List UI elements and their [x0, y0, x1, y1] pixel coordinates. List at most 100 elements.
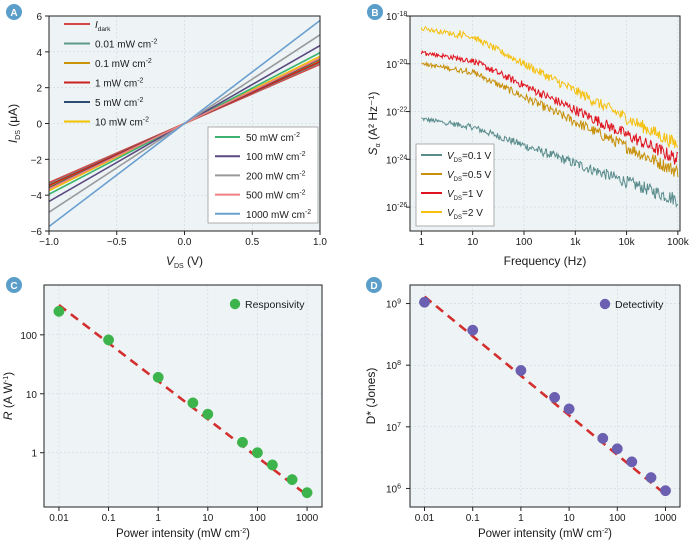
panel-b-ytick-label: 10-22 [386, 107, 407, 119]
panel-a-xtick-label: 0.5 [245, 237, 259, 248]
panel-a-badge [6, 4, 22, 20]
panel-d-point [660, 485, 671, 497]
panel-d-xtick-label: 0.1 [466, 513, 480, 524]
panel-c-label: C [10, 281, 17, 292]
panel-c-xtick-label: 1000 [296, 513, 319, 524]
panel-c-point [251, 447, 263, 459]
panel-b-ytick-label: 10-20 [386, 59, 407, 71]
panel-d-fit-line [423, 295, 667, 496]
panel-b-series-3 [420, 25, 679, 149]
panel-c-point [187, 397, 199, 409]
panel-c-point [286, 474, 298, 486]
panel-d-point [597, 432, 609, 444]
panel-c-point [103, 334, 115, 346]
panel-d-point [515, 365, 527, 376]
panel-c-ytick-label: 1 [31, 449, 37, 460]
panel-a-xlabel: VDS (V) [166, 254, 203, 270]
panel-c-xlabel: Power intensity (mW cm-2) [116, 528, 250, 540]
panel-d-point [626, 456, 638, 468]
panel-c-legend-marker [229, 298, 241, 310]
panel-a-legend-label: 1 mW cm-2 [95, 78, 144, 90]
panel-b-ytick-label: 10-24 [386, 154, 407, 166]
panel-d-xtick-label: 0.01 [415, 513, 435, 524]
panel-b-plot-frame [409, 15, 681, 232]
panel-c-xtick-label: 0.01 [49, 513, 69, 524]
panel-d-point [419, 296, 430, 308]
panel-d-ytick-label: 106 [386, 483, 401, 495]
panel-b-series-2 [420, 50, 679, 165]
panel-a-legend-label: 10 mW cm-2 [95, 117, 149, 129]
panel-a-ytick-label: −2 [31, 155, 43, 166]
panel-d-ytick-label: 109 [386, 299, 401, 311]
panel-a-plot-frame [48, 15, 321, 232]
panel-a-ytick-label: 0 [36, 120, 42, 131]
panel-c-xtick-label: 10 [202, 513, 214, 524]
panel-d-point [549, 391, 561, 403]
panel-d-ytick-label: 108 [386, 360, 401, 372]
panel-d-legend-label: Detectivity [615, 299, 664, 311]
panel-a-legend-label: 50 mW cm-2 [246, 132, 300, 144]
panel-c-badge [6, 277, 22, 293]
panel-c-plot-frame [43, 284, 323, 508]
panel-d-label: D [370, 281, 377, 292]
panel-c-legend-label: Responsivity [245, 299, 305, 311]
panel-c-point [301, 487, 313, 499]
panel-b-legend-label: VDS=2 V [447, 208, 483, 221]
panel-d-point [467, 324, 479, 336]
panel-a-xtick-label: −1.0 [39, 237, 59, 248]
panel-a-legend-label: 0.1 mW cm-2 [95, 58, 152, 70]
panel-d-xlabel: Power intensity (mW cm-2) [478, 528, 612, 540]
panel-d-point [611, 443, 623, 455]
panel-d-xtick-label: 1 [518, 513, 524, 524]
panel-b-xtick-label: 100k [667, 237, 690, 248]
panel-c-ylabel: R (A W-1) [1, 372, 15, 420]
panel-c-ytick-label: 10 [26, 390, 38, 401]
panel-b-ylabel: Sα (A² Hz⁻¹) [366, 92, 382, 156]
panel-b-legend-label: VDS=1 V [447, 189, 483, 202]
panel-b-xtick-label: 100 [516, 237, 533, 248]
panel-b-xtick-label: 1 [419, 237, 425, 248]
panel-b-ytick-label: 10-18 [386, 11, 407, 23]
panel-d-ylabel: D* (Jones) [364, 368, 378, 425]
panel-b-xtick-label: 1k [570, 237, 582, 248]
panel-a-legend-label: Idark [95, 20, 111, 33]
panel-b-xtick-label: 10k [619, 237, 636, 248]
panel-b-xtick-label: 10 [467, 237, 479, 248]
panel-a-ytick-label: 2 [36, 84, 42, 95]
panel-a-legend-label: 200 mW cm-2 [246, 170, 306, 182]
panel-a-legend-label: 100 mW cm-2 [246, 151, 306, 163]
panel-a-xtick-label: 0.0 [178, 237, 192, 248]
panel-d-plot-frame [409, 284, 681, 508]
panel-c-point [237, 436, 248, 448]
panel-a-xtick-label: −0.5 [107, 237, 127, 248]
panel-d-badge [366, 277, 382, 293]
panel-c-xtick-label: 1 [155, 513, 161, 524]
panel-d-point [563, 403, 575, 415]
panel-d-xtick-label: 1000 [654, 513, 677, 524]
panel-a-ytick-label: 4 [36, 48, 42, 59]
panel-d-xtick-label: 10 [564, 513, 576, 524]
panel-a-ytick-label: −6 [31, 227, 43, 238]
panel-c-ytick-label: 100 [20, 331, 37, 342]
panel-a-legend-label: 1000 mW cm-2 [246, 209, 311, 221]
panel-b-label: B [371, 8, 378, 19]
panel-a-legend-label: 500 mW cm-2 [246, 190, 306, 202]
panel-c-point [152, 371, 164, 383]
panel-a-ytick-label: −4 [31, 191, 43, 202]
panel-b-badge [367, 4, 383, 20]
panel-b-legend-label: VDS=0.5 V [447, 170, 492, 183]
panel-c-xtick-label: 0.1 [102, 513, 116, 524]
panel-c-point [202, 408, 214, 420]
panel-d-legend-marker [599, 298, 611, 310]
panel-b-legend-label: VDS=0.1 V [447, 151, 492, 164]
panel-d-xtick-label: 100 [609, 513, 626, 524]
panel-c-xtick-label: 100 [249, 513, 266, 524]
panel-a-legend-label: 5 mW cm-2 [95, 97, 144, 109]
panel-a-ylabel: IDS (μA) [6, 104, 22, 143]
panel-b-series-0 [421, 116, 679, 208]
panel-d-ytick-label: 107 [386, 422, 401, 434]
panel-c-fit-line [58, 304, 308, 497]
panel-c-point [53, 305, 65, 317]
panel-b-series-1 [421, 60, 679, 178]
